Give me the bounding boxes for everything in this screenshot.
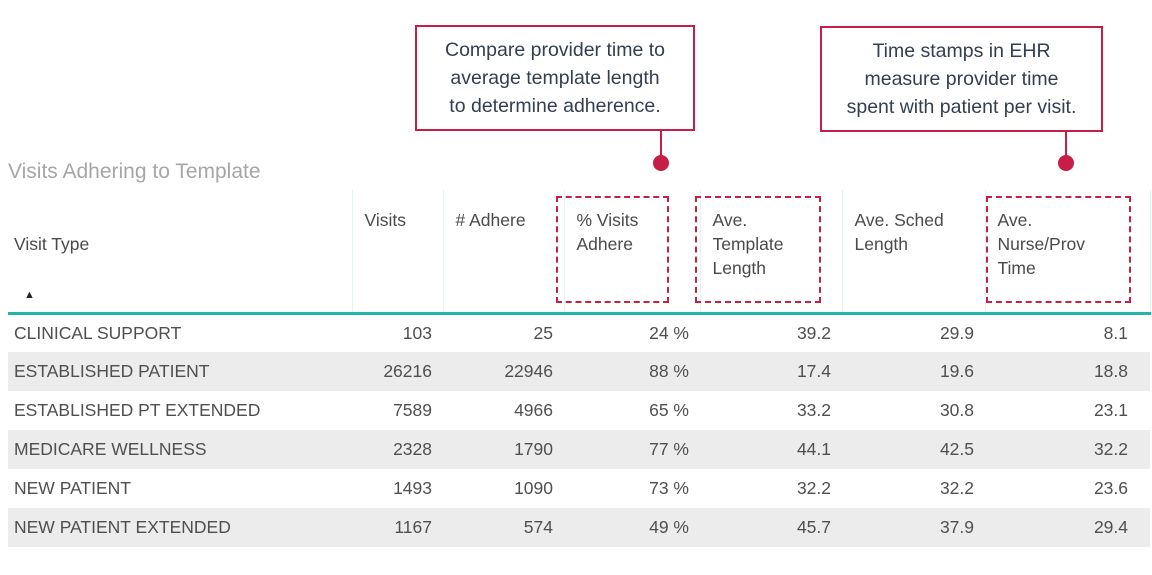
cell-ave-template-length: 44.1 bbox=[796, 439, 831, 459]
cell-ave-template-length: 39.2 bbox=[796, 322, 831, 343]
cell-visit-type: ESTABLISHED PT EXTENDED bbox=[14, 400, 261, 420]
cell-ave-sched-length: 29.9 bbox=[939, 322, 974, 343]
table-row[interactable]: NEW PATIENT 1493 1090 73 % 32.2 32.2 23.6 bbox=[8, 469, 1150, 508]
cell-visits: 7589 bbox=[393, 400, 432, 420]
callout-line: Time stamps in EHR bbox=[872, 40, 1051, 62]
cell-ave-nurse-prov-time: 23.6 bbox=[1093, 478, 1128, 498]
cell-visits: 2328 bbox=[393, 439, 432, 459]
cell-visits: 103 bbox=[402, 322, 432, 343]
callout-connector-line bbox=[1065, 132, 1067, 157]
cell-ave-sched-length: 37.9 bbox=[939, 517, 974, 537]
cell-num-adhere: 574 bbox=[523, 517, 553, 537]
cell-num-adhere: 1090 bbox=[514, 478, 553, 498]
cell-visits: 1167 bbox=[394, 517, 432, 537]
table-row[interactable]: NEW PATIENT EXTENDED 1167 574 49 % 45.7 37.9 2… bbox=[8, 508, 1150, 547]
cell-num-adhere: 25 bbox=[533, 322, 553, 343]
column-header-ave-nurse-prov-time[interactable]: Ave. Nurse/Prov Time bbox=[984, 190, 1151, 315]
callout-line: spent with patient per visit. bbox=[846, 96, 1077, 118]
sort-ascending-arrow-icon[interactable]: ▲ bbox=[24, 288, 35, 301]
column-header-num-adhere[interactable]: # Adhere bbox=[442, 190, 564, 315]
column-header-label: Visit Type bbox=[14, 234, 90, 254]
cell-pct-visits-adhere: 88 % bbox=[649, 361, 689, 381]
callout-ehr-timestamps-note: Time stamps in EHR measure provider time… bbox=[820, 26, 1103, 132]
table-header: Visit Type ▲ Visits # Adhere % Visits Ad… bbox=[8, 190, 1151, 315]
callout-connector-dot bbox=[1058, 155, 1074, 171]
cell-ave-sched-length: 30.8 bbox=[939, 400, 974, 420]
cell-pct-visits-adhere: 49 % bbox=[649, 517, 689, 537]
cell-num-adhere: 22946 bbox=[504, 361, 553, 381]
cell-visit-type: ESTABLISHED PATIENT bbox=[14, 361, 210, 381]
callout-adherence-note: Compare provider time to average templat… bbox=[415, 25, 695, 131]
table-body: CLINICAL SUPPORT 103 25 24 % 39.2 29.9 8.1 ESTA… bbox=[8, 313, 1150, 547]
cell-visit-type: MEDICARE WELLNESS bbox=[14, 439, 207, 459]
visits-adhering-table: Visit Type ▲ Visits # Adhere % Visits Ad… bbox=[8, 190, 1151, 547]
table-row[interactable]: ESTABLISHED PT EXTENDED 7589 4966 65 % 33.2 3… bbox=[8, 391, 1150, 430]
cell-num-adhere: 4966 bbox=[514, 400, 553, 420]
visual-title: Visits Adhering to Template bbox=[8, 160, 261, 183]
table-row[interactable]: ESTABLISHED PATIENT 26216 22946 88 % 17.4 19.… bbox=[8, 352, 1150, 391]
cell-visits: 1493 bbox=[393, 478, 432, 498]
table-row[interactable]: MEDICARE WELLNESS 2328 1790 77 % 44.1 42.5 32.… bbox=[8, 430, 1150, 469]
table-row[interactable]: CLINICAL SUPPORT 103 25 24 % 39.2 29.9 8.1 bbox=[8, 313, 1150, 352]
column-header-visit-type[interactable]: Visit Type ▲ bbox=[8, 190, 352, 315]
cell-ave-template-length: 32.2 bbox=[796, 478, 831, 498]
cell-ave-sched-length: 19.6 bbox=[939, 361, 974, 381]
cell-ave-template-length: 45.7 bbox=[796, 517, 831, 537]
cell-ave-template-length: 17.4 bbox=[796, 361, 831, 381]
cell-ave-sched-length: 32.2 bbox=[939, 478, 974, 498]
cell-ave-nurse-prov-time: 32.2 bbox=[1093, 439, 1128, 459]
callout-line: average template length bbox=[450, 67, 660, 89]
column-header-ave-sched-length[interactable]: Ave. Sched Length bbox=[841, 190, 985, 315]
cell-ave-nurse-prov-time: 18.8 bbox=[1093, 361, 1128, 381]
cell-ave-nurse-prov-time: 8.1 bbox=[1103, 322, 1128, 343]
cell-pct-visits-adhere: 24 % bbox=[649, 322, 689, 343]
cell-ave-template-length: 33.2 bbox=[796, 400, 831, 420]
callout-connector-dot bbox=[653, 155, 669, 171]
cell-pct-visits-adhere: 77 % bbox=[649, 439, 689, 459]
cell-pct-visits-adhere: 73 % bbox=[649, 478, 689, 498]
column-header-visits[interactable]: Visits bbox=[351, 190, 443, 315]
cell-visits: 26216 bbox=[383, 361, 432, 381]
cell-ave-sched-length: 42.5 bbox=[939, 439, 974, 459]
callout-connector-line bbox=[660, 131, 662, 157]
column-header-ave-template-length[interactable]: Ave. Template Length bbox=[699, 190, 842, 315]
cell-ave-nurse-prov-time: 29.4 bbox=[1093, 517, 1128, 537]
cell-visit-type: NEW PATIENT bbox=[14, 478, 131, 498]
cell-pct-visits-adhere: 65 % bbox=[649, 400, 689, 420]
callout-line: Compare provider time to bbox=[444, 39, 665, 61]
callout-line: to determine adherence. bbox=[449, 95, 661, 117]
callout-line: measure provider time bbox=[864, 68, 1059, 90]
column-header-pct-visits-adhere[interactable]: % Visits Adhere bbox=[563, 190, 700, 315]
cell-num-adhere: 1790 bbox=[514, 439, 553, 459]
cell-visit-type: CLINICAL SUPPORT bbox=[14, 322, 182, 343]
cell-visit-type: NEW PATIENT EXTENDED bbox=[14, 517, 231, 537]
cell-ave-nurse-prov-time: 23.1 bbox=[1093, 400, 1128, 420]
